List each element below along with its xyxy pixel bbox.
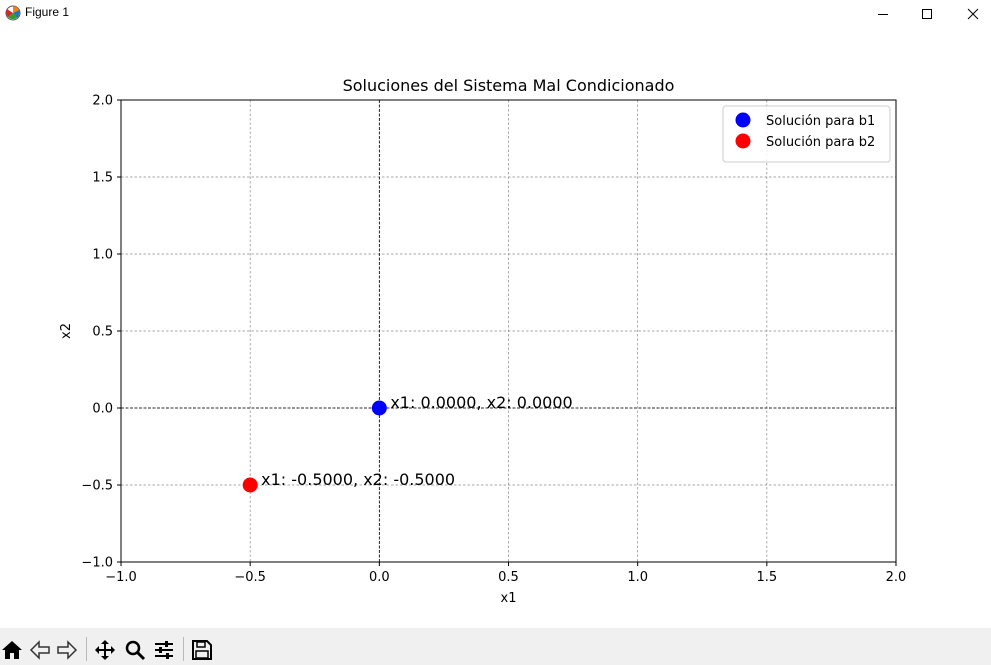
legend-label: Solución para b2 [766, 135, 875, 150]
x-tick-label: 1.5 [756, 570, 777, 585]
y-tick-label: 0.0 [92, 402, 113, 417]
chart-title: Soluciones del Sistema Mal Condicionado [343, 76, 675, 95]
y-tick-label: −1.0 [81, 556, 113, 571]
legend-box [722, 105, 891, 163]
back-arrow-icon [29, 640, 50, 660]
save-icon [192, 640, 212, 660]
legend-marker [735, 112, 751, 128]
toolbar-separator [183, 637, 184, 661]
close-icon [967, 8, 979, 19]
window-title: Figure 1 [25, 5, 70, 19]
close-button[interactable] [950, 0, 991, 27]
y-tick-label: 0.5 [92, 325, 113, 340]
y-tick-label: 1.5 [92, 171, 113, 186]
x-tick-label: 2.0 [886, 570, 907, 585]
sliders-icon [155, 641, 173, 659]
matplotlib-icon [5, 5, 21, 21]
subplots-button[interactable] [152, 638, 176, 662]
minimize-icon [878, 13, 888, 15]
y-tick-label: 1.0 [92, 248, 113, 263]
move-icon [95, 640, 115, 660]
window-titlebar: Figure 1 [0, 0, 991, 27]
forward-arrow-icon [57, 640, 78, 660]
y-axis-label: x2 [59, 323, 74, 339]
data-point [242, 477, 258, 493]
toolbar-separator [86, 637, 87, 661]
home-button[interactable] [0, 638, 24, 662]
point-annotation: x1: -0.5000, x2: -0.5000 [261, 470, 455, 489]
x-tick-label: −1.0 [105, 570, 137, 585]
legend-label: Solución para b1 [766, 114, 875, 129]
forward-button[interactable] [55, 638, 79, 662]
x-tick-label: 0.0 [369, 570, 390, 585]
x-tick-label: 1.0 [627, 570, 648, 585]
save-button[interactable] [190, 638, 214, 662]
scatter-chart: −1.0 −0.5 0.0 0.5 1.0 1.5 2.0 −1.0 −0.5 0.0 0.5 1.0… [59, 76, 907, 606]
data-point [371, 400, 387, 416]
minimize-button[interactable] [860, 0, 906, 27]
x-axis-label: x1 [501, 591, 517, 606]
navigation-toolbar [0, 628, 991, 665]
zoom-button[interactable] [123, 638, 147, 662]
maximize-button[interactable] [904, 0, 950, 27]
legend-marker [735, 133, 751, 149]
y-tick-label: 2.0 [92, 94, 113, 109]
figure-canvas[interactable]: −1.0 −0.5 0.0 0.5 1.0 1.5 2.0 −1.0 −0.5 0.0 0.5 1.0… [0, 27, 991, 628]
x-tick-label: 0.5 [498, 570, 519, 585]
y-tick-label: −0.5 [81, 479, 113, 494]
back-button[interactable] [28, 638, 52, 662]
pan-button[interactable] [93, 638, 117, 662]
x-tick-label: −0.5 [234, 570, 266, 585]
point-annotation: x1: 0.0000, x2: 0.0000 [390, 393, 572, 412]
maximize-icon [922, 8, 932, 19]
home-icon [2, 641, 22, 659]
zoom-icon [125, 640, 146, 661]
